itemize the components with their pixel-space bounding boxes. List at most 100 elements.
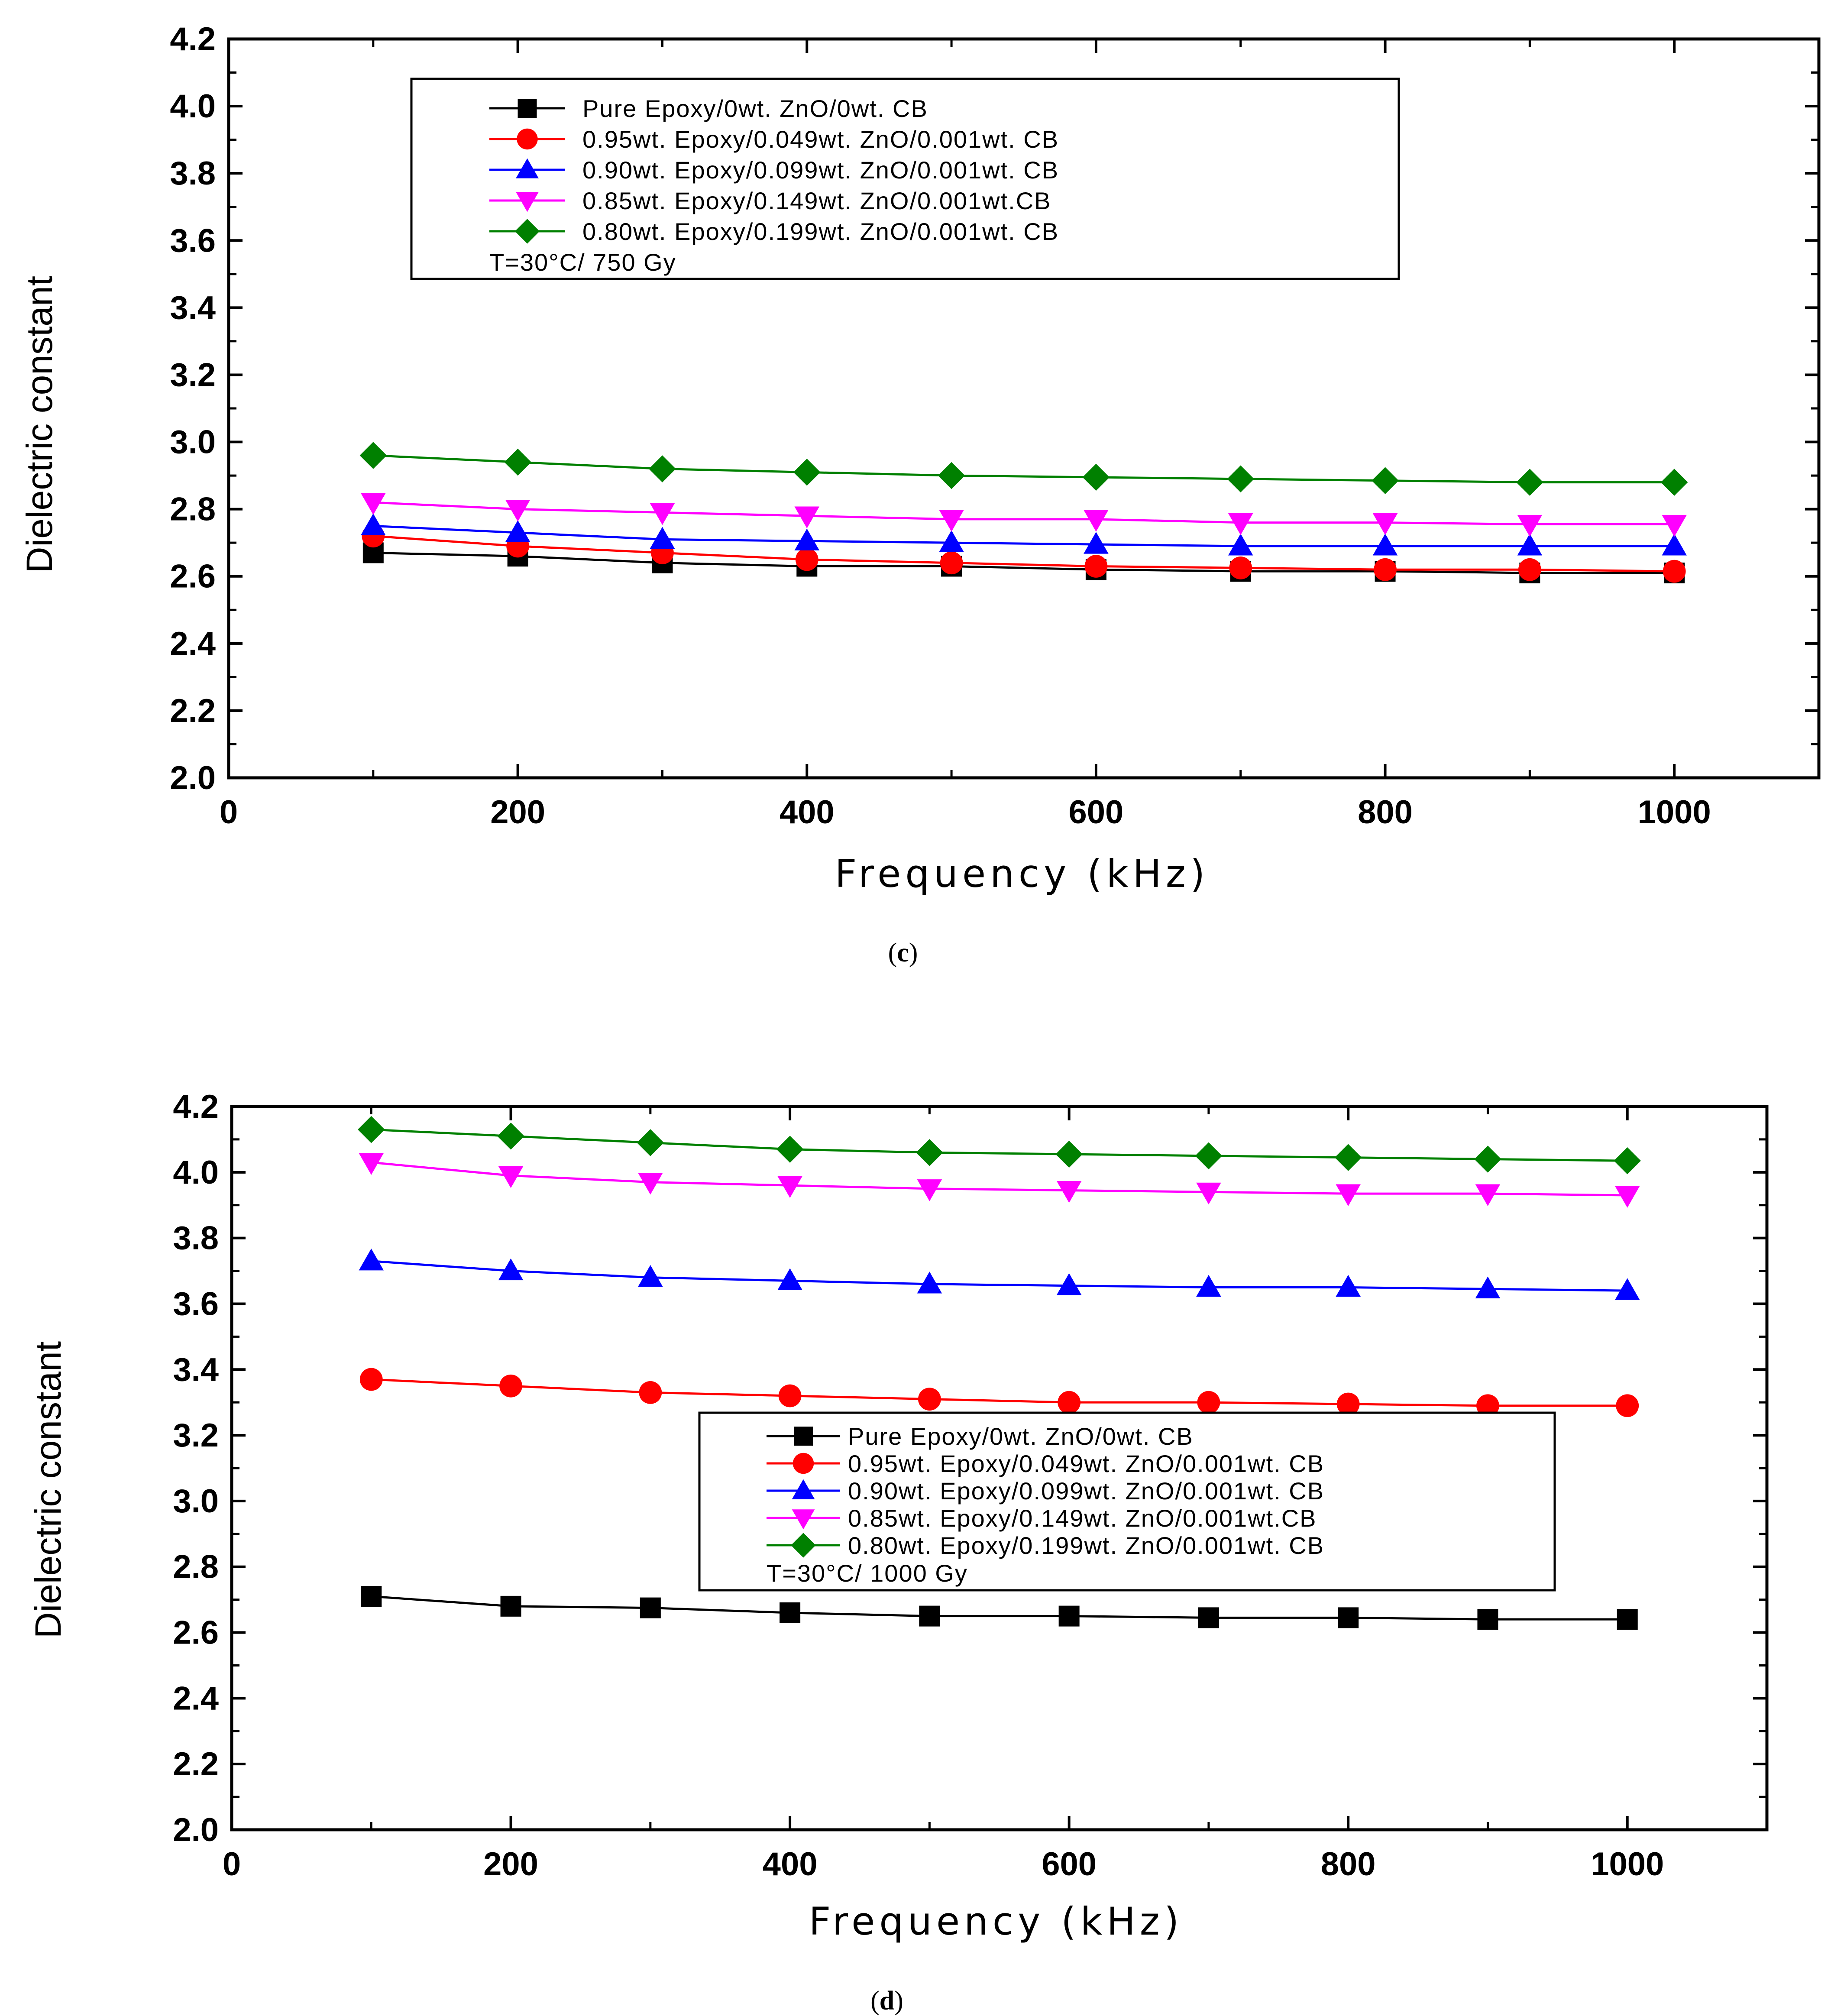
y-tick-label: 3.6 <box>170 222 216 259</box>
data-point-series-3 <box>1084 532 1109 554</box>
data-point-series-2 <box>940 551 963 575</box>
data-point-series-1 <box>640 1597 661 1618</box>
series-line-3 <box>371 1260 1627 1292</box>
x-tick-label: 800 <box>1358 794 1413 831</box>
data-point-series-5 <box>1474 1146 1501 1173</box>
legend-note: T=30°C/ 1000 Gy <box>767 1560 968 1587</box>
panel-caption: (d) <box>870 1986 903 2016</box>
legend-entry-label: Pure Epoxy/0wt. ZnO/0wt. CB <box>582 95 928 122</box>
y-axis-label: Dielectric constant <box>28 1341 68 1638</box>
data-point-series-4 <box>1336 1184 1361 1206</box>
data-point-series-4 <box>638 1172 663 1195</box>
data-point-series-2 <box>1374 558 1397 581</box>
data-point-series-3 <box>1196 1275 1221 1297</box>
data-point-series-2 <box>639 1381 662 1404</box>
data-point-series-2 <box>1663 560 1686 583</box>
x-tick-label: 400 <box>780 794 835 831</box>
data-point-series-4 <box>1228 513 1253 535</box>
data-point-series-5 <box>1082 463 1110 491</box>
y-tick-label: 3.0 <box>173 1483 219 1520</box>
legend-marker <box>516 158 539 178</box>
data-point-series-5 <box>776 1136 804 1163</box>
y-tick-label: 4.2 <box>173 1088 219 1125</box>
data-point-series-4 <box>359 1153 384 1175</box>
data-point-series-2 <box>918 1388 941 1411</box>
legend-entry-label: 0.95wt. Epoxy/0.049wt. ZnO/0.001wt. CB <box>848 1450 1324 1477</box>
data-point-series-2 <box>795 548 818 571</box>
data-point-series-3 <box>361 513 386 536</box>
data-point-series-3 <box>1662 534 1687 556</box>
y-tick-label: 3.8 <box>170 155 216 192</box>
y-tick-label: 2.0 <box>173 1812 219 1848</box>
legend-entry-label: 0.90wt. Epoxy/0.099wt. ZnO/0.001wt. CB <box>582 156 1059 184</box>
data-point-series-5 <box>1227 465 1254 493</box>
legend-entry-label: 0.80wt. Epoxy/0.199wt. ZnO/0.001wt. CB <box>848 1532 1324 1559</box>
data-point-series-5 <box>497 1123 524 1150</box>
data-point-series-2 <box>1336 1392 1360 1416</box>
panel-caption: (c) <box>888 938 918 968</box>
data-point-series-1 <box>919 1605 940 1627</box>
series-line-1 <box>373 551 1675 574</box>
data-point-series-3 <box>794 528 820 550</box>
data-point-series-1 <box>1198 1607 1219 1628</box>
legend-marker <box>794 1427 813 1446</box>
legend-marker <box>517 128 538 150</box>
data-point-series-3 <box>359 1248 384 1271</box>
chart-d: 2.0 2.2 2.4 2.6 2.8 3.0 3.2 3.4 3.6 3.8 4.0 4.2 0 20… <box>28 1088 1769 2016</box>
data-point-series-5 <box>793 459 821 486</box>
data-point-series-3 <box>638 1265 663 1287</box>
y-tick-label: 2.8 <box>173 1549 219 1586</box>
legend-entry-label: 0.85wt. Epoxy/0.149wt. ZnO/0.001wt.CB <box>582 187 1051 214</box>
data-point-series-5 <box>1055 1140 1083 1168</box>
series-line-2 <box>371 1378 1627 1407</box>
y-tick-label: 3.6 <box>173 1285 219 1322</box>
legend-marker <box>791 1533 816 1558</box>
y-tick-label: 3.0 <box>170 424 216 461</box>
data-point-series-3 <box>505 520 531 542</box>
y-tick-label: 2.8 <box>170 491 216 528</box>
legend-entry-label: 0.95wt. Epoxy/0.049wt. ZnO/0.001wt. CB <box>582 126 1059 153</box>
data-point-series-1 <box>1617 1609 1638 1630</box>
y-tick-label: 2.6 <box>173 1615 219 1651</box>
x-tick-label: 1000 <box>1591 1846 1664 1883</box>
legend-marker <box>516 192 539 212</box>
data-point-series-4 <box>1662 515 1687 537</box>
x-tick-label: 200 <box>483 1846 538 1883</box>
x-tick-label: 1000 <box>1638 794 1711 831</box>
data-point-series-2 <box>1518 558 1541 581</box>
y-tick-label: 4.0 <box>173 1154 219 1191</box>
data-point-series-2 <box>778 1384 802 1408</box>
data-point-series-4 <box>498 1166 524 1188</box>
x-axis-label: Frequency (kHz) <box>809 1899 1184 1944</box>
legend-box <box>698 1411 1556 1592</box>
data-point-series-5 <box>938 462 965 489</box>
data-point-series-4 <box>1056 1181 1082 1203</box>
y-tick-label: 2.0 <box>170 760 216 796</box>
data-point-series-4 <box>794 506 820 528</box>
data-point-series-3 <box>1228 534 1253 556</box>
data-point-series-4 <box>939 510 964 532</box>
legend: Pure Epoxy/0wt. ZnO/0wt. CB 0.95wt. Epoxy… <box>410 78 1400 280</box>
y-tick-label: 2.2 <box>170 692 216 729</box>
data-point-series-4 <box>650 503 675 525</box>
y-axis-label: Dielectric constant <box>19 276 60 573</box>
data-point-series-5 <box>916 1139 943 1166</box>
data-point-series-2 <box>1058 1391 1081 1414</box>
legend-entry-label: 0.85wt. Epoxy/0.149wt. ZnO/0.001wt.CB <box>848 1505 1317 1532</box>
data-point-series-3 <box>1372 534 1398 556</box>
y-tick-label: 2.4 <box>173 1680 219 1717</box>
y-tick-label: 3.4 <box>173 1351 219 1388</box>
data-point-series-4 <box>917 1179 942 1201</box>
legend-marker <box>792 1509 815 1530</box>
y-tick-label: 4.0 <box>170 88 216 125</box>
y-tick-label: 4.2 <box>170 21 216 58</box>
data-point-series-1 <box>780 1602 801 1623</box>
x-tick-label: 200 <box>490 794 545 831</box>
legend-marker <box>792 1479 815 1499</box>
data-point-series-5 <box>1614 1147 1641 1175</box>
data-point-series-5 <box>649 455 676 482</box>
data-point-series-1 <box>1477 1609 1498 1630</box>
x-tick-label: 400 <box>763 1846 818 1883</box>
x-tick-label: 800 <box>1321 1846 1376 1883</box>
data-point-series-1 <box>1058 1605 1080 1627</box>
